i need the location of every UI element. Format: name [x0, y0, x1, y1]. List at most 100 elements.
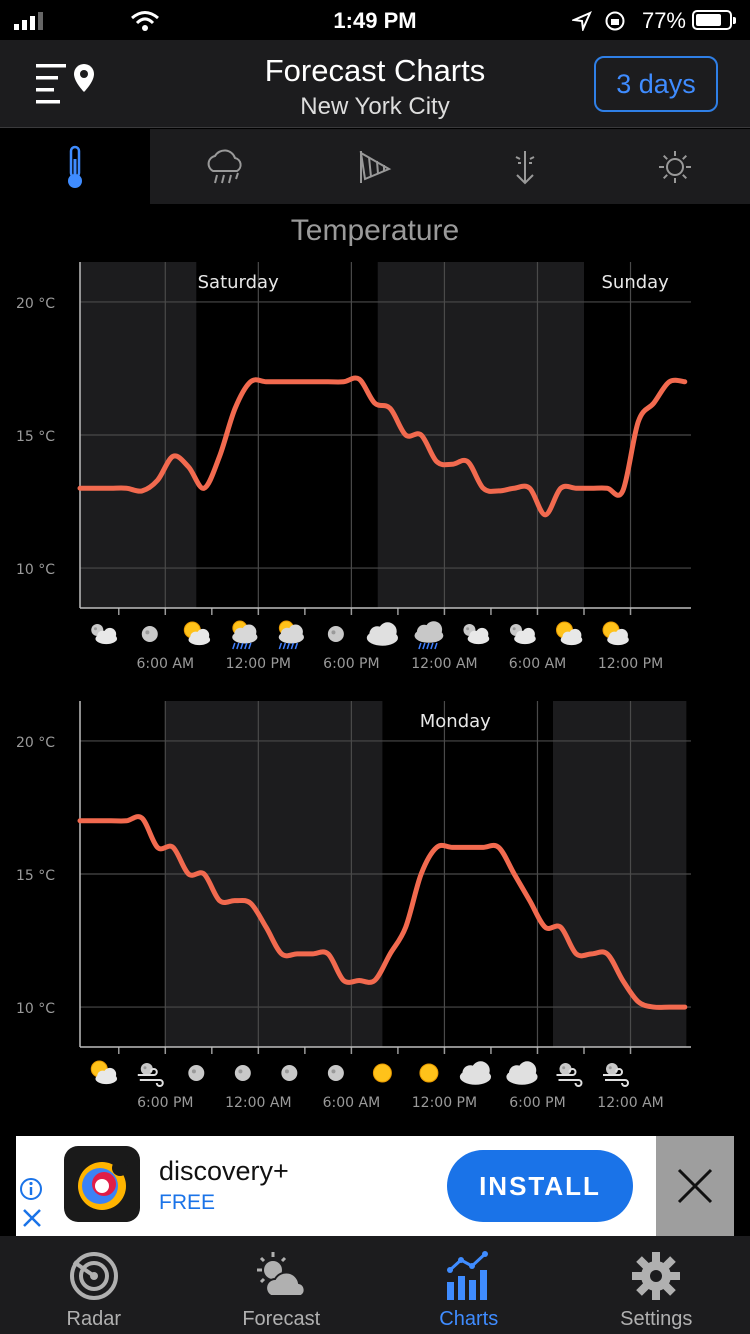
discovery-logo-icon	[64, 1146, 140, 1222]
location-name: New York City	[300, 93, 450, 120]
windy-night-icon	[137, 1063, 164, 1087]
cloudy-icon	[459, 1061, 492, 1085]
sun-icon	[659, 150, 691, 183]
x-tick-label: 12:00 AM	[411, 656, 477, 672]
x-tick-label: 12:00 PM	[412, 1095, 477, 1111]
temperature-series-line	[77, 814, 688, 1010]
y-tick-label: 15 °C	[16, 868, 55, 884]
grid	[80, 262, 691, 615]
nav-radar[interactable]: Radar	[0, 1236, 188, 1334]
partly-sunny-icon	[183, 621, 211, 646]
rain-icon	[414, 621, 444, 650]
chart-type-tabs	[0, 129, 750, 204]
x-tick-label: 6:00 AM	[137, 656, 195, 672]
battery-percent: 77%	[641, 8, 686, 33]
partly-sunny-icon	[602, 621, 629, 646]
sun-rain-icon	[278, 620, 304, 650]
tab-wind[interactable]	[300, 129, 450, 204]
nav-settings[interactable]: Settings	[563, 1236, 750, 1334]
x-tick-label: 12:00 AM	[597, 1095, 663, 1111]
charts-icon	[446, 1251, 488, 1300]
ad-banner[interactable]: discovery+ FREE INSTALL	[16, 1136, 734, 1236]
tab-temperature[interactable]	[0, 129, 150, 204]
rain-cloud-icon	[207, 149, 242, 183]
sun-icon	[372, 1063, 392, 1083]
partly-cloudy-night-icon	[91, 624, 118, 645]
windy-night-icon	[603, 1063, 629, 1087]
moon-icon	[188, 1065, 205, 1081]
chart-section-title: Temperature	[290, 214, 460, 247]
moon-icon	[281, 1065, 298, 1081]
locations-menu-button[interactable]	[30, 58, 94, 110]
day-label: Sunday	[601, 272, 669, 293]
gear-icon	[632, 1252, 681, 1300]
x-tick-label: 12:00 PM	[226, 656, 291, 672]
y-tick-label: 10 °C	[16, 562, 55, 578]
partly-cloudy-night-icon	[509, 624, 536, 645]
status-time: 1:49 PM	[333, 8, 417, 33]
cloudy-icon	[366, 622, 398, 646]
tab-precipitation[interactable]	[150, 129, 300, 204]
moon-icon	[141, 626, 158, 642]
nav-settings-label: Settings	[620, 1308, 693, 1330]
nav-radar-label: Radar	[66, 1308, 121, 1330]
header: Forecast Charts New York City 3 days	[0, 40, 750, 128]
x-tick-label: 12:00 AM	[225, 1095, 291, 1111]
moon-icon	[327, 626, 344, 642]
y-tick-label: 15 °C	[16, 429, 55, 445]
moon-icon	[234, 1065, 251, 1081]
info-icon[interactable]	[18, 1176, 44, 1202]
x-tick-label: 12:00 PM	[598, 656, 663, 672]
location-arrow-icon	[572, 11, 592, 31]
x-tick-label: 6:00 PM	[323, 656, 379, 672]
temperature-chart-1: 20 °C 15 °C 10 °C 6:00 AM 12:00 PM 6:00 PM 12:…	[0, 262, 750, 682]
wifi-icon	[131, 11, 159, 31]
ad-choices-close-icon[interactable]	[20, 1206, 44, 1230]
nav-forecast[interactable]: Forecast	[188, 1236, 376, 1334]
install-button[interactable]: INSTALL	[447, 1150, 633, 1222]
chart-plot-1: 20 °C 15 °C 10 °C 6:00 AM 12:00 PM 6:00 PM 12:…	[16, 262, 691, 672]
tab-pressure[interactable]	[450, 129, 600, 204]
ad-price: FREE	[159, 1191, 216, 1214]
partly-cloudy-night-icon	[463, 624, 490, 645]
signal-icon	[14, 12, 43, 30]
partly-sunny-icon	[90, 1060, 118, 1085]
battery-icon	[692, 10, 736, 30]
y-tick-label: 20 °C	[16, 296, 55, 312]
nav-charts[interactable]: Charts	[375, 1236, 563, 1334]
tab-uv[interactable]	[600, 129, 750, 204]
cloudy-icon	[506, 1061, 538, 1085]
windy-night-icon	[556, 1063, 583, 1087]
windsock-icon	[359, 150, 392, 183]
x-tick-label: 6:00 AM	[509, 656, 567, 672]
menu-location-icon	[36, 64, 94, 104]
days-range-button[interactable]: 3 days	[594, 56, 718, 112]
temperature-series-line	[77, 375, 688, 518]
nav-charts-label: Charts	[439, 1308, 499, 1330]
thermometer-icon	[68, 145, 82, 188]
ad-dismiss-button[interactable]	[656, 1136, 734, 1236]
pressure-arrow-icon	[515, 150, 535, 184]
day-label: Monday	[420, 711, 491, 732]
ad-app-name: discovery+	[159, 1156, 289, 1186]
sun-rain-icon	[232, 620, 258, 650]
y-tick-label: 20 °C	[16, 735, 55, 751]
chart-plot-2: 20 °C 15 °C 10 °C 6:00 PM 12:00 AM 6:00 AM 12:…	[16, 701, 691, 1111]
radar-icon	[69, 1252, 118, 1300]
moon-icon	[327, 1065, 344, 1081]
close-icon	[677, 1168, 713, 1204]
day-label: Saturday	[198, 272, 279, 293]
x-tick-label: 6:00 PM	[509, 1095, 565, 1111]
temperature-chart-2: 20 °C 15 °C 10 °C 6:00 PM 12:00 AM 6:00 AM 12:…	[0, 701, 750, 1121]
x-tick-label: 6:00 AM	[323, 1095, 381, 1111]
partly-sunny-icon	[555, 621, 583, 646]
y-tick-label: 10 °C	[16, 1001, 55, 1017]
status-bar: 1:49 PM 77%	[0, 0, 750, 40]
page-title: Forecast Charts	[264, 53, 486, 88]
x-tick-label: 6:00 PM	[137, 1095, 193, 1111]
nav-forecast-label: Forecast	[242, 1308, 321, 1330]
rotation-lock-icon	[605, 11, 625, 31]
forecast-icon	[257, 1252, 306, 1297]
sun-icon	[419, 1063, 439, 1083]
bottom-tab-bar: Radar Forecast Charts	[0, 1236, 750, 1334]
